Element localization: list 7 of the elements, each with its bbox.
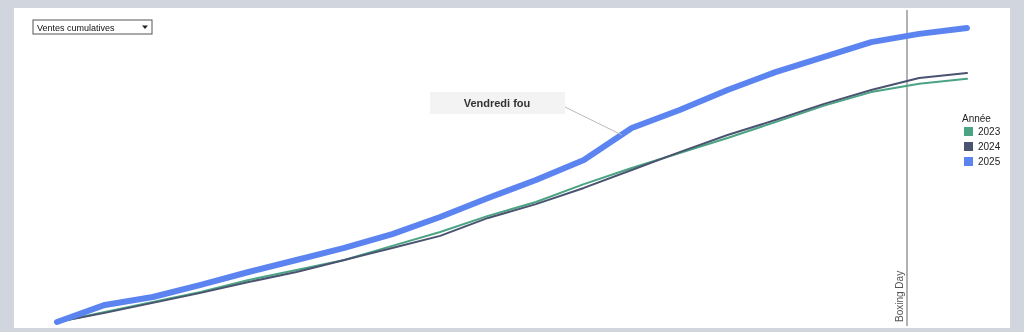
legend-label: 2025: [978, 156, 1001, 167]
annotation: Boxing Day: [894, 270, 905, 322]
legend-title: Année: [962, 113, 992, 124]
annotation: Vendredi fou: [463, 97, 531, 109]
chart-title: Ventes cumulatives: [37, 22, 116, 33]
legend-label: 2023: [978, 126, 1001, 137]
legend-label: 2024: [978, 141, 1001, 152]
